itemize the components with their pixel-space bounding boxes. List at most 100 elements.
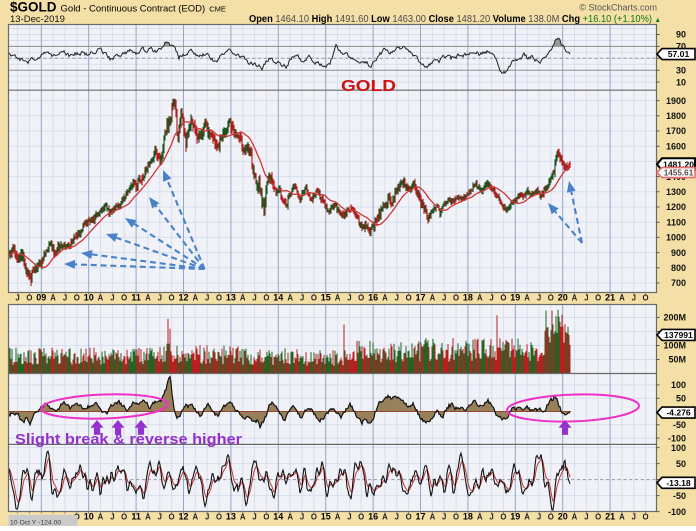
svg-text:A: A bbox=[98, 294, 104, 303]
svg-text:18: 18 bbox=[463, 512, 473, 522]
svg-text:A: A bbox=[477, 513, 483, 522]
svg-text:J: J bbox=[63, 294, 67, 303]
svg-text:J: J bbox=[442, 513, 446, 522]
svg-text:O: O bbox=[358, 513, 364, 522]
svg-text:21: 21 bbox=[605, 293, 615, 303]
svg-text:19: 19 bbox=[510, 512, 520, 522]
svg-text:A: A bbox=[50, 294, 56, 303]
svg-text:1455.61: 1455.61 bbox=[664, 169, 694, 178]
svg-text:J: J bbox=[205, 294, 209, 303]
svg-text:50M: 50M bbox=[668, 355, 686, 365]
svg-text:A: A bbox=[477, 294, 483, 303]
svg-text:J: J bbox=[347, 513, 351, 522]
svg-text:O: O bbox=[453, 294, 459, 303]
svg-text:15: 15 bbox=[321, 512, 331, 522]
svg-text:O: O bbox=[406, 294, 412, 303]
svg-text:A: A bbox=[335, 513, 341, 522]
svg-text:18: 18 bbox=[463, 293, 473, 303]
svg-text:-50: -50 bbox=[673, 420, 686, 430]
svg-text:1300: 1300 bbox=[666, 187, 686, 197]
svg-text:O: O bbox=[358, 294, 364, 303]
svg-text:J: J bbox=[205, 513, 209, 522]
svg-text:1700: 1700 bbox=[666, 126, 686, 136]
svg-text:A: A bbox=[572, 513, 578, 522]
svg-text:1100: 1100 bbox=[666, 217, 686, 227]
svg-text:16: 16 bbox=[368, 293, 378, 303]
svg-text:A: A bbox=[192, 294, 198, 303]
svg-text:15: 15 bbox=[321, 293, 331, 303]
svg-text:O: O bbox=[595, 294, 601, 303]
svg-text:A: A bbox=[240, 513, 246, 522]
svg-text:J: J bbox=[537, 294, 541, 303]
svg-text:O: O bbox=[643, 294, 649, 303]
svg-text:13: 13 bbox=[226, 293, 236, 303]
svg-text:12: 12 bbox=[178, 293, 188, 303]
svg-text:800: 800 bbox=[671, 263, 686, 273]
svg-text:© StockCharts.com: © StockCharts.com bbox=[579, 3, 657, 13]
svg-text:50: 50 bbox=[676, 459, 686, 469]
svg-text:700: 700 bbox=[671, 278, 686, 288]
svg-text:O: O bbox=[121, 294, 127, 303]
svg-text:J: J bbox=[489, 294, 493, 303]
svg-text:1481.20: 1481.20 bbox=[663, 159, 694, 169]
svg-text:O: O bbox=[169, 294, 175, 303]
svg-text:O: O bbox=[74, 294, 80, 303]
svg-text:O: O bbox=[311, 513, 317, 522]
svg-text:A: A bbox=[430, 294, 436, 303]
svg-text:14: 14 bbox=[273, 512, 283, 522]
svg-text:20: 20 bbox=[558, 293, 568, 303]
svg-text:A: A bbox=[382, 294, 388, 303]
svg-text:17: 17 bbox=[415, 293, 425, 303]
svg-text:O: O bbox=[643, 513, 649, 522]
svg-text:A: A bbox=[240, 294, 246, 303]
svg-text:J: J bbox=[632, 294, 636, 303]
svg-text:A: A bbox=[145, 294, 151, 303]
svg-text:200M: 200M bbox=[663, 313, 686, 323]
svg-text:17: 17 bbox=[415, 512, 425, 522]
svg-text:1600: 1600 bbox=[666, 141, 686, 151]
svg-text:A: A bbox=[619, 294, 625, 303]
svg-text:J: J bbox=[300, 294, 304, 303]
svg-text:O: O bbox=[216, 513, 222, 522]
svg-text:O: O bbox=[406, 513, 412, 522]
svg-text:O: O bbox=[169, 513, 175, 522]
svg-text:900: 900 bbox=[671, 248, 686, 258]
svg-text:J: J bbox=[252, 513, 256, 522]
svg-text:09: 09 bbox=[36, 293, 46, 303]
svg-text:O: O bbox=[453, 513, 459, 522]
svg-text:J: J bbox=[489, 513, 493, 522]
svg-text:10: 10 bbox=[84, 293, 94, 303]
svg-text:O: O bbox=[500, 513, 506, 522]
svg-text:10: 10 bbox=[676, 77, 686, 87]
svg-text:13: 13 bbox=[226, 512, 236, 522]
svg-text:19: 19 bbox=[510, 293, 520, 303]
svg-text:A: A bbox=[619, 513, 625, 522]
svg-text:O: O bbox=[548, 294, 554, 303]
svg-text:O: O bbox=[263, 513, 269, 522]
svg-text:J: J bbox=[158, 513, 162, 522]
svg-text:A: A bbox=[382, 513, 388, 522]
svg-text:J: J bbox=[537, 513, 541, 522]
svg-text:A: A bbox=[192, 513, 198, 522]
svg-text:O: O bbox=[548, 513, 554, 522]
svg-text:A: A bbox=[287, 513, 293, 522]
svg-text:16: 16 bbox=[368, 512, 378, 522]
svg-text:O: O bbox=[595, 513, 601, 522]
svg-text:GOLD: GOLD bbox=[341, 78, 396, 95]
svg-text:30: 30 bbox=[676, 65, 686, 75]
svg-text:10: 10 bbox=[84, 512, 94, 522]
svg-text:14: 14 bbox=[273, 293, 283, 303]
svg-text:A: A bbox=[98, 513, 104, 522]
svg-text:-4.276: -4.276 bbox=[666, 408, 691, 418]
svg-text:13-Dec-2019: 13-Dec-2019 bbox=[10, 14, 65, 25]
svg-text:100M: 100M bbox=[663, 341, 686, 351]
svg-text:J: J bbox=[158, 294, 162, 303]
svg-text:90: 90 bbox=[676, 30, 686, 40]
svg-text:A: A bbox=[524, 513, 530, 522]
svg-text:A: A bbox=[335, 294, 341, 303]
svg-text:A: A bbox=[430, 513, 436, 522]
svg-text:1000: 1000 bbox=[666, 233, 686, 243]
svg-text:50: 50 bbox=[676, 393, 686, 403]
svg-text:J: J bbox=[395, 513, 399, 522]
